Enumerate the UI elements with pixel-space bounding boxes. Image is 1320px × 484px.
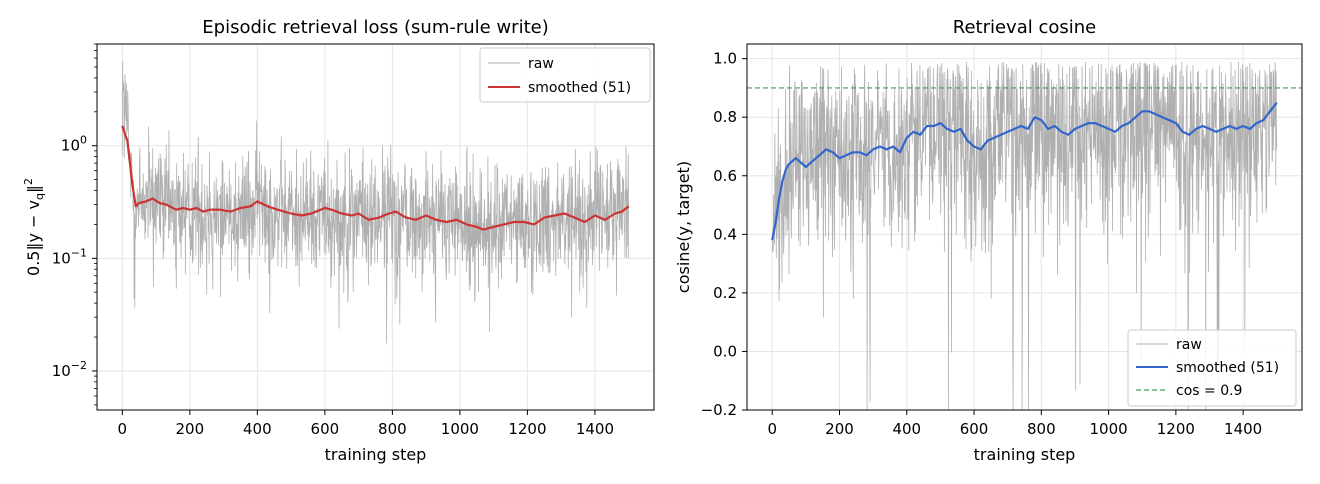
- x-tick-label: 0: [118, 420, 128, 438]
- y-tick-label: 100: [61, 134, 87, 155]
- x-tick-label: 1000: [1089, 420, 1127, 438]
- loss-legend: raw smoothed (51): [479, 47, 651, 103]
- loss-ylabel-tail: ‖: [24, 185, 43, 193]
- x-tick-label: 1400: [1224, 420, 1262, 438]
- raw-series-line: [771, 61, 1278, 411]
- loss-raw-series: [121, 61, 630, 344]
- cosine-smoothed-series: [771, 101, 1278, 241]
- x-tick-label: 600: [960, 420, 989, 438]
- loss-chart-title: Episodic retrieval loss (sum-rule write): [202, 17, 548, 38]
- cosine-y-axis-label: cosine(y, target): [674, 161, 693, 293]
- cosine-chart-title: Retrieval cosine: [953, 17, 1096, 38]
- x-tick-label: 1200: [508, 420, 546, 438]
- loss-panel: Episodic retrieval loss (sum-rule write)…: [22, 17, 655, 464]
- cosine-axes-frame: [746, 43, 1303, 411]
- cosine-legend: raw smoothed (51) cos = 0.9: [1127, 329, 1297, 407]
- x-tick-label: 400: [243, 420, 272, 438]
- x-tick-label: 200: [176, 420, 205, 438]
- y-tick-label: 10−1: [52, 246, 87, 267]
- x-tick-label: 400: [892, 420, 921, 438]
- cosine-legend-threshold-label: cos = 0.9: [1176, 383, 1242, 399]
- y-tick-label: 10−2: [52, 359, 87, 380]
- y-tick-label: −0.2: [701, 401, 737, 419]
- loss-y-ticks: 100 10−1 10−2: [52, 43, 97, 406]
- x-tick-label: 800: [1027, 420, 1056, 438]
- x-tick-label: 1000: [441, 420, 479, 438]
- x-tick-label: 0: [767, 420, 777, 438]
- x-tick-label: 800: [378, 420, 407, 438]
- loss-ylabel-sup: 2: [22, 178, 35, 185]
- loss-ylabel-sub: q: [33, 193, 46, 200]
- x-tick-label: 1400: [576, 420, 614, 438]
- cosine-y-ticks: −0.2 0.0 0.2 0.4 0.6 0.8 1.0: [701, 50, 747, 419]
- loss-legend-raw-label: raw: [528, 56, 554, 72]
- cosine-raw-series: [771, 61, 1278, 411]
- y-tick-label: 0.8: [713, 108, 737, 126]
- x-tick-label: 200: [825, 420, 854, 438]
- loss-ylabel-lead: 0.5‖y − v: [24, 200, 43, 276]
- loss-smoothed-series: [121, 125, 630, 231]
- loss-x-ticks: 0 200 400 600 800 1000 1200 1400: [118, 410, 614, 438]
- x-tick-label: 600: [311, 420, 340, 438]
- cosine-x-ticks: 0 200 400 600 800 1000 1200 1400: [767, 410, 1262, 438]
- raw-series-line: [121, 61, 630, 344]
- smoothed-series-line: [771, 101, 1278, 241]
- loss-axes-frame: [96, 43, 655, 411]
- y-tick-label: 0.2: [713, 284, 737, 302]
- cosine-legend-smoothed-label: smoothed (51): [1176, 360, 1279, 376]
- y-tick-label: 0.0: [713, 342, 737, 360]
- loss-legend-box: [479, 47, 651, 103]
- x-tick-label: 1200: [1157, 420, 1195, 438]
- cosine-panel: Retrieval cosine 0 200 400 600 800 1000 1200 14…: [674, 17, 1303, 464]
- loss-legend-smoothed-label: smoothed (51): [528, 80, 631, 96]
- loss-x-axis-label: training step: [325, 445, 427, 464]
- y-tick-label: 0.4: [713, 225, 737, 243]
- smoothed-series-line: [121, 125, 630, 231]
- y-tick-label: 0.6: [713, 167, 737, 185]
- cosine-x-axis-label: training step: [974, 445, 1076, 464]
- cosine-legend-raw-label: raw: [1176, 337, 1202, 353]
- y-tick-label: 1.0: [713, 50, 737, 68]
- loss-y-axis-label: 0.5‖y − vq‖2: [22, 178, 46, 276]
- cosine-legend-box: [1127, 329, 1297, 407]
